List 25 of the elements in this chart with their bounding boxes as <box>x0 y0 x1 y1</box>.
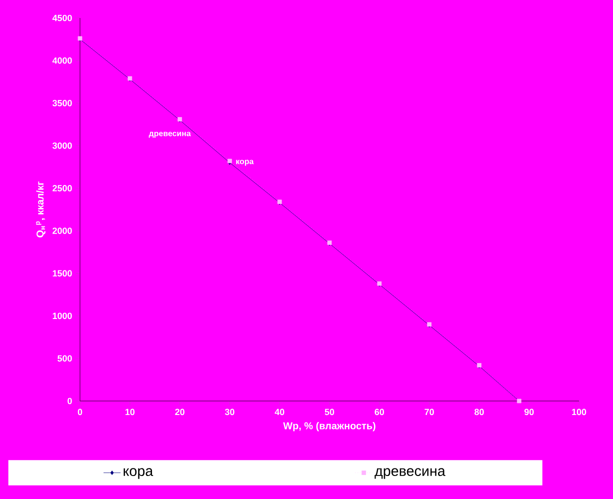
legend-label: кора <box>124 468 154 479</box>
x-tick-label: 10 <box>125 408 135 416</box>
y-tick-label: 2500 <box>52 185 72 192</box>
y-tick-label: 0 <box>68 398 72 404</box>
y-tick-label: 3500 <box>52 100 72 106</box>
x-axis-title: Wp, % (влажность) <box>283 422 376 432</box>
x-tick-label: 0 <box>78 408 82 416</box>
y-tick-label: 1000 <box>52 312 72 320</box>
x-tick-label: 100 <box>572 408 586 416</box>
y-tick-label: 1500 <box>52 270 72 277</box>
x-tick-label: 20 <box>175 408 184 416</box>
y-tick-label: 3000 <box>52 142 72 149</box>
y-tick-label: 4500 <box>52 14 72 22</box>
x-tick-label: 50 <box>324 408 334 416</box>
x-tick-label: 80 <box>474 408 484 416</box>
y-axis-title: Q$_{н}$$^{р}$, ккал/кг <box>36 182 46 238</box>
x-tick-label: 60 <box>374 408 384 416</box>
x-tick-label: 70 <box>424 408 434 416</box>
x-tick-label: 90 <box>524 408 534 416</box>
x-tick-label: 40 <box>274 408 284 416</box>
y-tick-label: 2000 <box>52 228 72 234</box>
x-tick-label: 30 <box>224 408 234 416</box>
y-tick-label: 500 <box>58 355 72 362</box>
legend-label: древесина <box>374 468 446 479</box>
y-tick-label: 4000 <box>52 57 72 64</box>
